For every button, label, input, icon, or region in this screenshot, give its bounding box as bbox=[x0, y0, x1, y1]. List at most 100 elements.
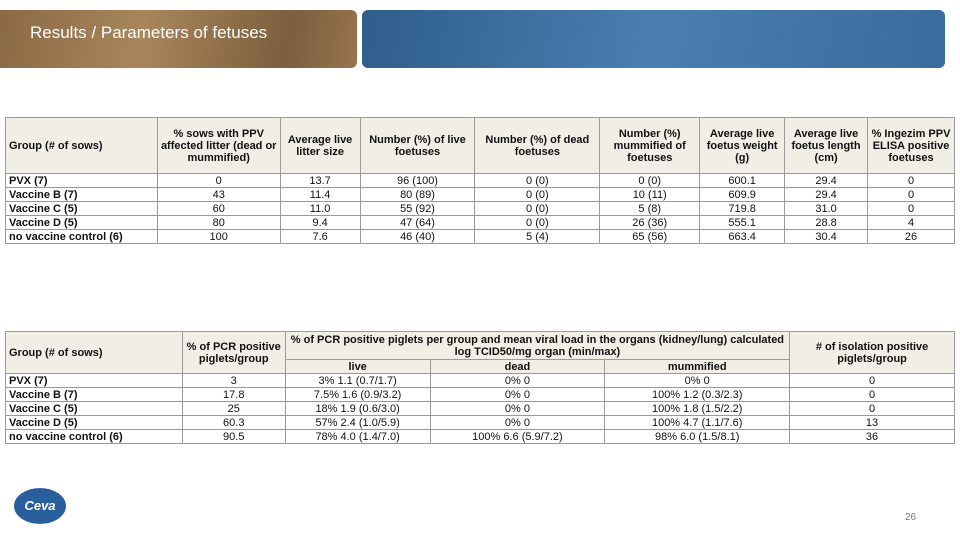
cell: Vaccine B (7) bbox=[5, 187, 158, 202]
cell: no vaccine control (6) bbox=[5, 229, 158, 244]
cell: 100% 4.7 (1.1/7.6) bbox=[604, 415, 791, 430]
cell: 90.5 bbox=[181, 429, 286, 444]
cell: 0% 0 bbox=[429, 387, 606, 402]
row: Vaccine D (5) 80 9.4 47 (64) 0 (0) 26 (36) 555… bbox=[5, 215, 955, 230]
row: PVX (7) 0 13.7 96 (100) 0 (0) 0 (0) 600.1 29.4 0 bbox=[5, 173, 955, 188]
header-cell: Average live litter size bbox=[279, 117, 361, 174]
cell: 36 bbox=[789, 429, 955, 444]
cell: 11.0 bbox=[279, 201, 361, 216]
cell: 10 (11) bbox=[599, 187, 701, 202]
cell: 26 (36) bbox=[599, 215, 701, 230]
cell: 0 (0) bbox=[474, 201, 601, 216]
cell: 26 bbox=[867, 229, 955, 244]
cell: 18% 1.9 (0.6/3.0) bbox=[284, 401, 431, 416]
cell: 0 bbox=[867, 187, 955, 202]
row: Vaccine C (5) 60 11.0 55 (92) 0 (0) 5 (8) 719.… bbox=[5, 201, 955, 216]
page-number: 26 bbox=[905, 512, 917, 523]
cell: 0 bbox=[156, 173, 281, 188]
cell: 78% 4.0 (1.4/7.0) bbox=[284, 429, 431, 444]
header-cell: # of isolation positive piglets/group bbox=[789, 331, 955, 374]
cell: 31.0 bbox=[784, 201, 869, 216]
header-cell: Number (%) of live foetuses bbox=[359, 117, 476, 174]
cell: 0 bbox=[789, 373, 955, 388]
fetus-table: Group (# of sows)% sows with PPV affecte… bbox=[5, 117, 955, 244]
row: Vaccine C (5) 25 18% 1.9 (0.6/3.0) 0% 0 100%… bbox=[5, 401, 955, 416]
cell: 29.4 bbox=[784, 187, 869, 202]
cell: 80 (89) bbox=[359, 187, 476, 202]
row: no vaccine control (6) 100 7.6 46 (40) 5 (4)… bbox=[5, 229, 955, 244]
cell: 7.6 bbox=[279, 229, 361, 244]
cell: 96 (100) bbox=[359, 173, 476, 188]
cell: no vaccine control (6) bbox=[5, 429, 183, 444]
header-cell: % of PCR positive piglets per group and … bbox=[284, 331, 791, 360]
cell: 46 (40) bbox=[359, 229, 476, 244]
subheader-cell: live bbox=[284, 359, 431, 374]
cell: 25 bbox=[181, 401, 286, 416]
cell: 29.4 bbox=[784, 173, 869, 188]
cell: Vaccine B (7) bbox=[5, 387, 183, 402]
cell: 0 (0) bbox=[474, 187, 601, 202]
cell: 555.1 bbox=[699, 215, 786, 230]
cell: 0 bbox=[789, 401, 955, 416]
cell: 13 bbox=[789, 415, 955, 430]
cell: 65 (56) bbox=[599, 229, 701, 244]
cell: 0% 0 bbox=[429, 373, 606, 388]
cell: 47 (64) bbox=[359, 215, 476, 230]
cell: 55 (92) bbox=[359, 201, 476, 216]
cell: 719.8 bbox=[699, 201, 786, 216]
cell: 0 (0) bbox=[474, 173, 601, 188]
cell: Vaccine C (5) bbox=[5, 401, 183, 416]
cell: Vaccine D (5) bbox=[5, 215, 158, 230]
cell: 663.4 bbox=[699, 229, 786, 244]
header-row: Group (# of sows)% sows with PPV affecte… bbox=[5, 117, 955, 174]
cell: 0 (0) bbox=[474, 215, 601, 230]
logo: Ceva bbox=[14, 488, 66, 524]
header-cell: % of PCR positive piglets/group bbox=[181, 331, 286, 374]
header-banner bbox=[362, 10, 945, 68]
cell: Vaccine C (5) bbox=[5, 201, 158, 216]
cell: 57% 2.4 (1.0/5.9) bbox=[284, 415, 431, 430]
header-cell: Average live foetus weight (g) bbox=[699, 117, 786, 174]
cell: 0% 0 bbox=[604, 373, 791, 388]
cell: 609.9 bbox=[699, 187, 786, 202]
cell: 4 bbox=[867, 215, 955, 230]
subheader-cell: mummified bbox=[604, 359, 791, 374]
cell: 0% 0 bbox=[429, 415, 606, 430]
header-cell: Average live foetus length (cm) bbox=[784, 117, 869, 174]
cell: 0 (0) bbox=[599, 173, 701, 188]
cell: 13.7 bbox=[279, 173, 361, 188]
cell: 60.3 bbox=[181, 415, 286, 430]
cell: 0 bbox=[867, 173, 955, 188]
cell: 100% 1.2 (0.3/2.3) bbox=[604, 387, 791, 402]
header-cell: % Ingezim PPV ELISA positive foetuses bbox=[867, 117, 955, 174]
cell: 7.5% 1.6 (0.9/3.2) bbox=[284, 387, 431, 402]
cell: 600.1 bbox=[699, 173, 786, 188]
cell: 5 (8) bbox=[599, 201, 701, 216]
cell: 80 bbox=[156, 215, 281, 230]
cell: 30.4 bbox=[784, 229, 869, 244]
header-cell: Group (# of sows) bbox=[5, 117, 158, 174]
cell: 0 bbox=[789, 387, 955, 402]
subheader-row: live dead mummified bbox=[6, 359, 955, 374]
row: no vaccine control (6) 90.5 78% 4.0 (1.4/7… bbox=[5, 429, 955, 444]
cell: PVX (7) bbox=[5, 373, 183, 388]
cell: Vaccine D (5) bbox=[5, 415, 183, 430]
cell: 17.8 bbox=[181, 387, 286, 402]
cell: 100 bbox=[156, 229, 281, 244]
subheader-cell: dead bbox=[429, 359, 606, 374]
pcr-table: Group (# of sows)% of PCR positive pigle… bbox=[5, 331, 955, 444]
cell: 98% 6.0 (1.5/8.1) bbox=[604, 429, 791, 444]
cell: 9.4 bbox=[279, 215, 361, 230]
cell: 100% 1.8 (1.5/2.2) bbox=[604, 401, 791, 416]
header-cell: Number (%) mummified of foetuses bbox=[599, 117, 701, 174]
title-banner bbox=[0, 10, 357, 68]
cell: 0 bbox=[867, 201, 955, 216]
cell: 3% 1.1 (0.7/1.7) bbox=[284, 373, 431, 388]
cell: 43 bbox=[156, 187, 281, 202]
row: Vaccine D (5) 60.3 57% 2.4 (1.0/5.9) 0% 0 10… bbox=[5, 415, 955, 430]
cell: 0% 0 bbox=[429, 401, 606, 416]
cell: PVX (7) bbox=[5, 173, 158, 188]
